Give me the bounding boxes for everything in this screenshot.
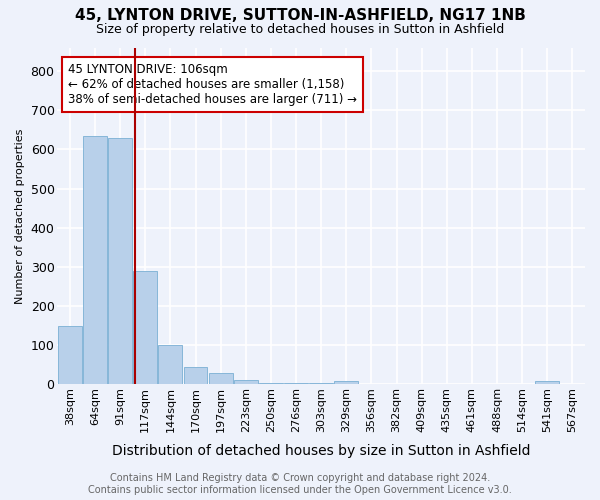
Bar	[535, 382, 559, 384]
Bar	[284, 382, 308, 384]
Text: Size of property relative to detached houses in Sutton in Ashfield: Size of property relative to detached ho…	[96, 22, 504, 36]
Bar	[234, 380, 258, 384]
Bar	[108, 138, 132, 384]
Text: Contains HM Land Registry data © Crown copyright and database right 2024.
Contai: Contains HM Land Registry data © Crown c…	[88, 474, 512, 495]
Text: 45, LYNTON DRIVE, SUTTON-IN-ASHFIELD, NG17 1NB: 45, LYNTON DRIVE, SUTTON-IN-ASHFIELD, NG…	[74, 8, 526, 22]
Bar	[309, 382, 333, 384]
Bar	[209, 372, 233, 384]
Text: 45 LYNTON DRIVE: 106sqm
← 62% of detached houses are smaller (1,158)
38% of semi: 45 LYNTON DRIVE: 106sqm ← 62% of detache…	[68, 62, 357, 106]
X-axis label: Distribution of detached houses by size in Sutton in Ashfield: Distribution of detached houses by size …	[112, 444, 530, 458]
Bar	[259, 382, 283, 384]
Bar	[334, 380, 358, 384]
Bar	[184, 367, 208, 384]
Bar	[133, 271, 157, 384]
Bar	[58, 326, 82, 384]
Bar	[158, 346, 182, 385]
Y-axis label: Number of detached properties: Number of detached properties	[15, 128, 25, 304]
Bar	[83, 136, 107, 384]
